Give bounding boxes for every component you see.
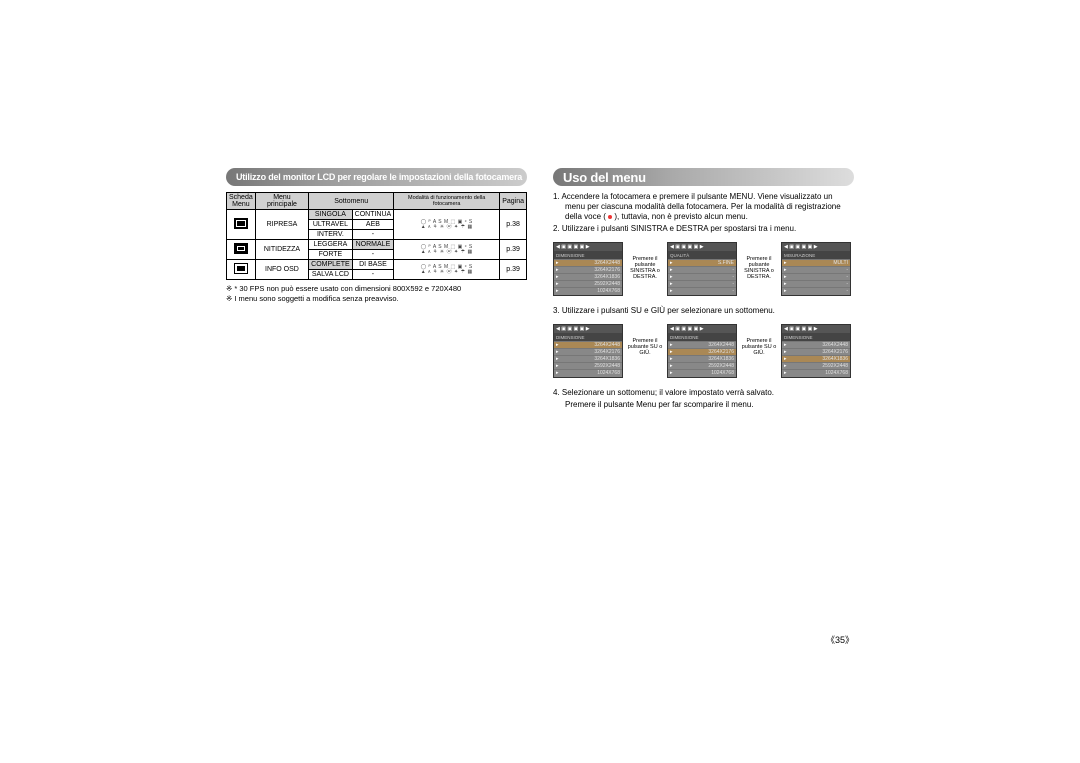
step-1: 1. Accendere la fotocamera e premere il … [553, 192, 854, 222]
ripresa-dash: - [352, 230, 394, 240]
page-number: 《35》 [553, 633, 854, 646]
screen-dimensione-3: ◀ ▣ ▣ ▣ ▣ ▶ DIMENSIONE ▸3264X2448 ▸3264X… [667, 324, 737, 378]
ripresa-icon [234, 218, 248, 229]
screen-misurazione: ◀ ▣ ▣ ▣ ▣ ▶ MISURAZIONE ▸MULTI ▸- ▸- ▸- … [781, 242, 851, 296]
screens-row-1: ◀ ▣ ▣ ▣ ▣ ▶ DIMENSIONE ▸3264X2448 ▸3264X… [553, 242, 854, 296]
nit-modes: ◯ ᴾ A S M ⬚ ▣ ᶜ S ▲ ᴀ ⚘ ☀ ⓦ ✦ ☂ ▦ [394, 240, 500, 260]
nitidezza-label: NITIDEZZA [255, 240, 308, 260]
nitidezza-icon [234, 243, 248, 254]
nit-normale: NORMALE [352, 240, 394, 250]
ripresa-modes: ◯ ᴾ A S M ⬚ ▣ ᶜ S ▲ ᴀ ⚘ ☀ ⓦ ✦ ☂ ▦ [394, 210, 500, 240]
th-sottomenu: Sottomenu [309, 193, 394, 210]
steps-list-2: 3. Utilizzare i pulsanti SU e GIÙ per se… [553, 306, 854, 318]
ripresa-label: RIPRESA [255, 210, 308, 240]
nit-forte: FORTE [309, 250, 353, 260]
th-principale: Menu principale [255, 193, 308, 210]
ripresa-ultravel: ULTRAVEL [309, 220, 353, 230]
info-modes: ◯ ᴾ A S M ⬚ ▣ ᶜ S ▲ ᴀ ⚘ ☀ ⓦ ✦ ☂ ▦ [394, 260, 500, 280]
step-4a: 4. Selezionare un sottomenu; il valore i… [553, 388, 854, 398]
screen-dimensione-2: ◀ ▣ ▣ ▣ ▣ ▶ DIMENSIONE ▸3264X2448 ▸3264X… [553, 324, 623, 378]
ripresa-continua: CONTINUA [352, 210, 394, 220]
info-icon-cell [227, 260, 256, 280]
arrow-ud-1: Premere il pulsante SU o GIÙ. [627, 324, 663, 356]
nit-dash: - [352, 250, 394, 260]
mode-icons-row2b: ▲ ᴀ ⚘ ☀ ⓦ ✦ ☂ ▦ [396, 250, 497, 255]
tab-dim-2: DIMENSIONE [554, 333, 622, 341]
menu-table: Scheda Menu Menu principale Sottomenu Mo… [226, 192, 527, 280]
info-dash: - [352, 270, 394, 280]
tab-mis: MISURAZIONE [782, 251, 850, 259]
ripresa-aeb: AEB [352, 220, 394, 230]
tab-qual: QUALITÀ [668, 251, 736, 259]
right-section-header: Uso del menu [553, 168, 854, 186]
step-2: 2. Utilizzare i pulsanti SINISTRA e DEST… [553, 224, 854, 234]
note-1: ※ * 30 FPS non può essere usato con dime… [226, 284, 527, 294]
info-page: p.39 [500, 260, 527, 280]
right-column: Uso del menu 1. Accendere la fotocamera … [553, 168, 854, 646]
steps-list: 1. Accendere la fotocamera e premere il … [553, 192, 854, 236]
screen-dimensione-1: ◀ ▣ ▣ ▣ ▣ ▶ DIMENSIONE ▸3264X2448 ▸3264X… [553, 242, 623, 296]
notes-list: ※ * 30 FPS non può essere usato con dime… [226, 284, 527, 304]
tab-dim-1: DIMENSIONE [554, 251, 622, 259]
step-1-tail: ), tuttavia, non è previsto alcun menu. [614, 212, 747, 221]
left-section-header: Utilizzo del monitor LCD per regolare le… [226, 168, 527, 186]
left-column: Utilizzo del monitor LCD per regolare le… [226, 168, 527, 646]
arrow-ud-2: Premere il pulsante SU o GIÙ. [741, 324, 777, 356]
tab-dim-3: DIMENSIONE [668, 333, 736, 341]
ripresa-interv: INTERV. [309, 230, 353, 240]
info-salva: SALVA LCD [309, 270, 353, 280]
info-dibase: DI BASE [352, 260, 394, 270]
voice-rec-icon [608, 215, 612, 219]
th-modalita: Modalità di funzionamento della fotocame… [394, 193, 500, 210]
mode-icons-row2: ▲ ᴀ ⚘ ☀ ⓦ ✦ ☂ ▦ [396, 225, 497, 230]
ripresa-page: p.38 [500, 210, 527, 240]
step-4b: Premere il pulsante Menu per far scompar… [553, 400, 854, 410]
arrow-lr-1: Premere il pulsante SINISTRA o DESTRA. [627, 242, 663, 280]
right-section-title: Uso del menu [563, 170, 646, 185]
left-section-title: Utilizzo del monitor LCD per regolare le… [236, 172, 522, 182]
tab-dim-4: DIMENSIONE [782, 333, 850, 341]
info-icon [234, 263, 248, 274]
nit-page: p.39 [500, 240, 527, 260]
screen-dimensione-4: ◀ ▣ ▣ ▣ ▣ ▶ DIMENSIONE ▸3264X2448 ▸3264X… [781, 324, 851, 378]
screen-qualita: ◀ ▣ ▣ ▣ ▣ ▶ QUALITÀ ▸S.FINE ▸- ▸- ▸- ▸- [667, 242, 737, 296]
nit-leggera: LEGGERA [309, 240, 353, 250]
screens-row-2: ◀ ▣ ▣ ▣ ▣ ▶ DIMENSIONE ▸3264X2448 ▸3264X… [553, 324, 854, 378]
steps-list-3: 4. Selezionare un sottomenu; il valore i… [553, 388, 854, 412]
note-2: ※ I menu sono soggetti a modifica senza … [226, 294, 527, 304]
mode-icons-row2c: ▲ ᴀ ⚘ ☀ ⓦ ✦ ☂ ▦ [396, 270, 497, 275]
ripresa-icon-cell [227, 210, 256, 240]
info-complete: COMPLETE [309, 260, 353, 270]
ripresa-singola: SINGOLA [309, 210, 353, 220]
step-3: 3. Utilizzare i pulsanti SU e GIÙ per se… [553, 306, 854, 316]
nitidezza-icon-cell [227, 240, 256, 260]
info-label: INFO OSD [255, 260, 308, 280]
arrow-lr-2: Premere il pulsante SINISTRA o DESTRA. [741, 242, 777, 280]
th-scheda: Scheda Menu [227, 193, 256, 210]
th-pagina: Pagina [500, 193, 527, 210]
